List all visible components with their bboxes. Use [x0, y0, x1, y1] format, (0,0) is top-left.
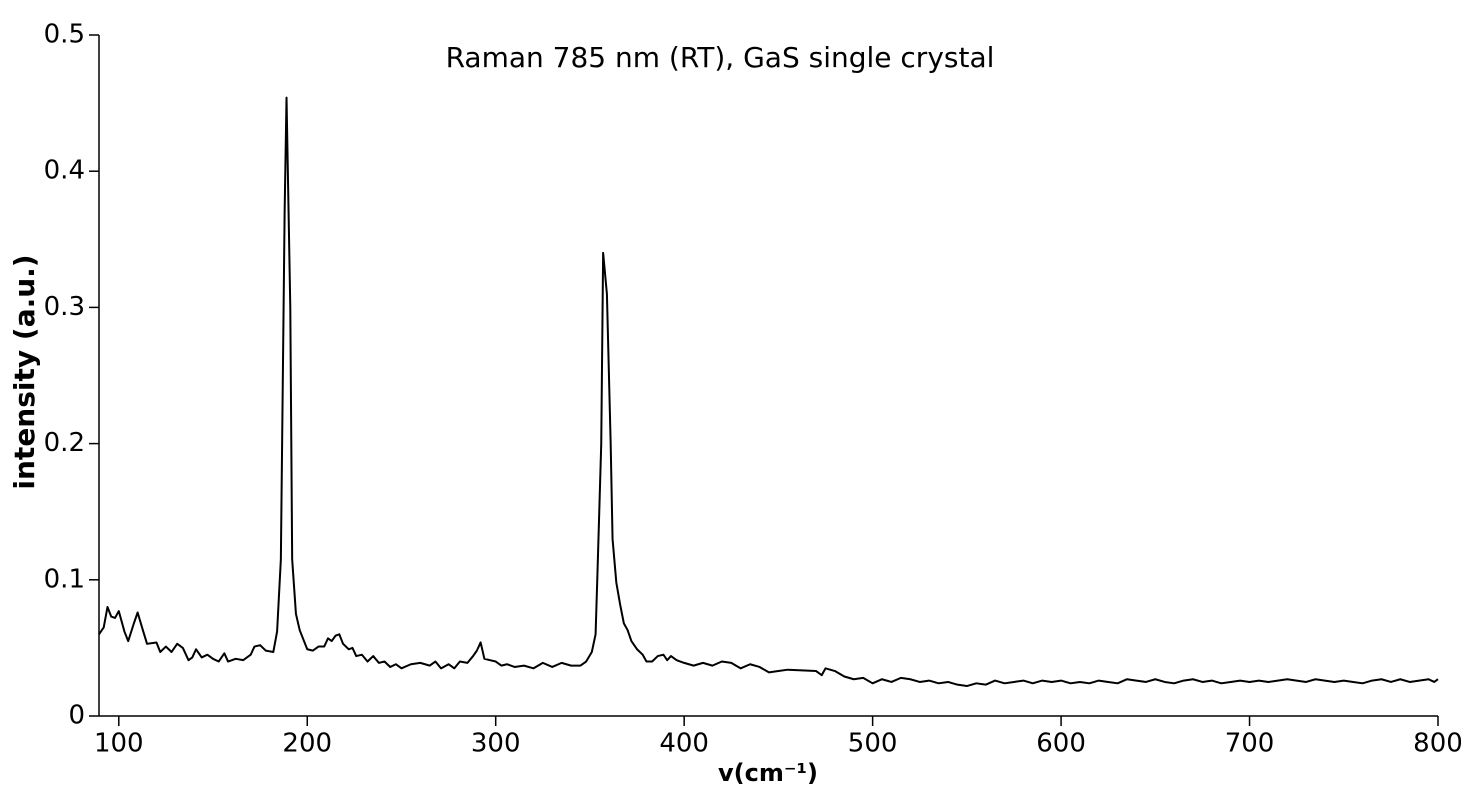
x-axis-label: v(cm⁻¹)	[718, 759, 818, 787]
x-tick-label: 700	[1225, 729, 1275, 759]
x-tick-label: 800	[1413, 729, 1463, 759]
y-tick-label: 0.2	[44, 428, 85, 458]
y-tick-label: 0.4	[44, 156, 85, 186]
chart-title: Raman 785 nm (RT), GaS single crystal	[446, 41, 995, 74]
data-line	[98, 96, 1439, 688]
x-tick-label: 600	[1036, 729, 1086, 759]
x-tick-label: 200	[282, 729, 332, 759]
y-tick-label: 0.5	[44, 20, 85, 50]
y-tick-label: 0	[68, 701, 85, 731]
x-tick-label: 100	[94, 729, 144, 759]
x-tick-label: 500	[848, 729, 898, 759]
y-tick-label: 0.3	[44, 292, 85, 322]
x-tick-label: 400	[659, 729, 709, 759]
x-tick-label: 300	[471, 729, 521, 759]
y-axis-label: intensity (a.u.)	[8, 254, 41, 489]
y-tick-label: 0.1	[44, 564, 85, 594]
